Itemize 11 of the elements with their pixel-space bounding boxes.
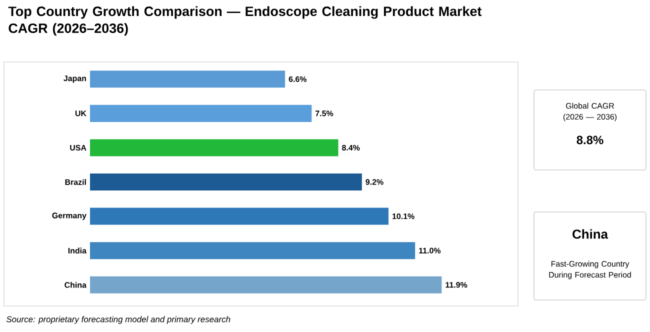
bar (90, 242, 416, 260)
text: 8.8% (576, 136, 604, 144)
bar (90, 139, 338, 156)
bar (90, 208, 388, 225)
bar (90, 104, 312, 122)
bar (90, 70, 286, 88)
chart-title: Top Country Growth Comparison — Endoscope Cleaning Product Market CAGR (2026–2036) (8, 6, 482, 36)
text: China (572, 229, 608, 239)
source-note: Source: proprietary forecasting model and primary research (6, 316, 230, 324)
bar (90, 276, 442, 294)
bar (90, 174, 362, 191)
